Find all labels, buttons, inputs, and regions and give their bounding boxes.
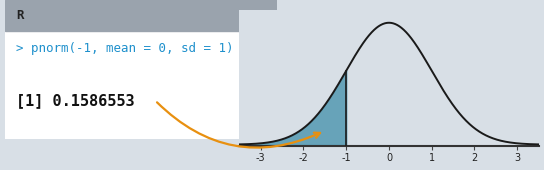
Text: R: R bbox=[16, 9, 24, 22]
Bar bbox=[5, 0, 277, 31]
Text: > pnorm(-1, mean = 0, sd = 1): > pnorm(-1, mean = 0, sd = 1) bbox=[16, 42, 234, 55]
Text: [1] 0.1586553: [1] 0.1586553 bbox=[16, 93, 135, 108]
